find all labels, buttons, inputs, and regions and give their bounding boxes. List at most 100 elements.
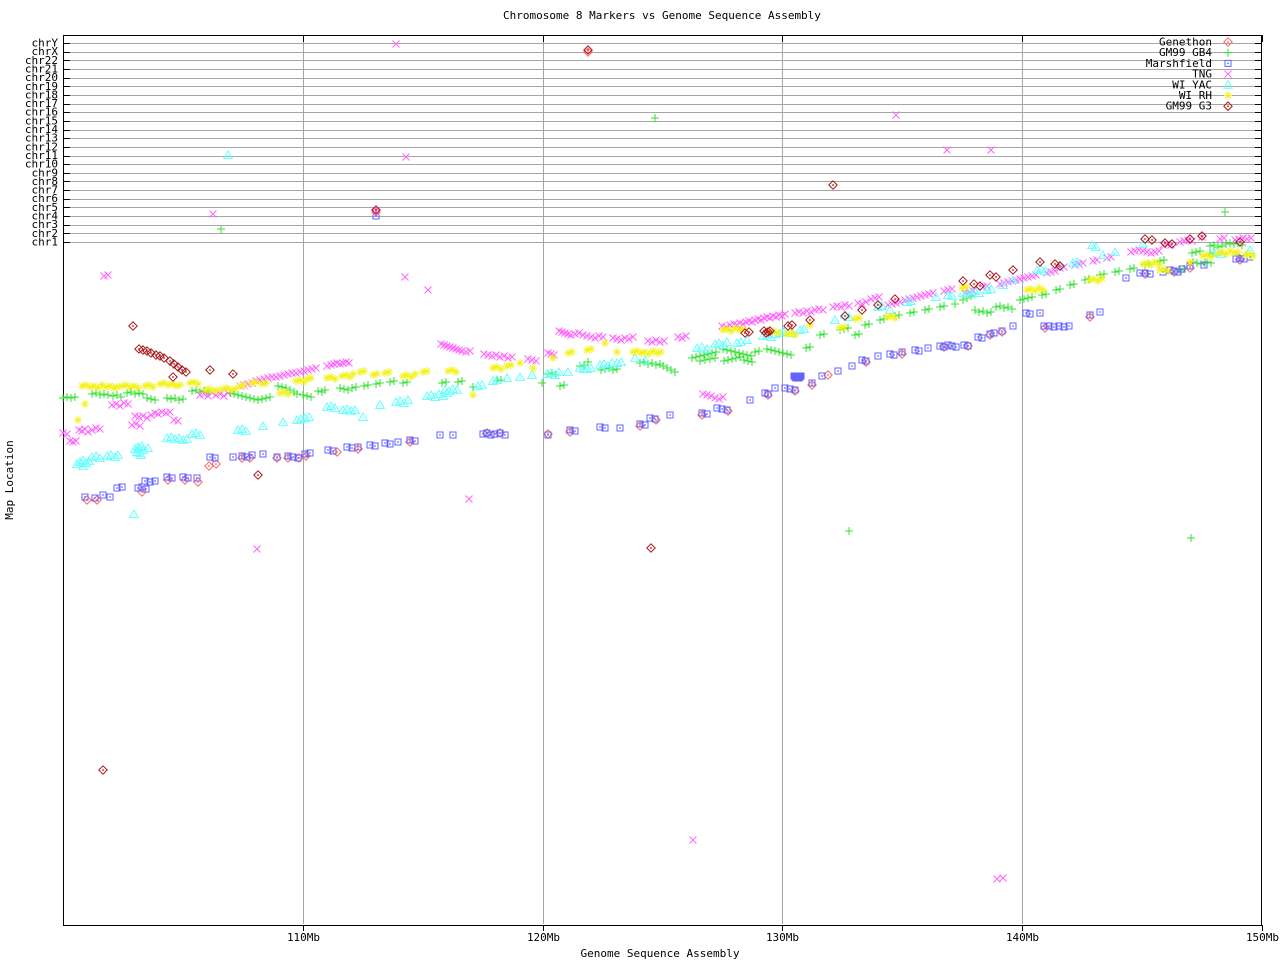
gm99_g3-point (159, 353, 169, 363)
gm99_gb4-point (253, 395, 263, 405)
wi_rh-point (372, 369, 382, 379)
legend-marker-genethon (1223, 37, 1233, 47)
gm99_gb4-point (924, 304, 934, 314)
gm99_gb4-point (754, 346, 764, 356)
legend-label-genethon: Genethon (1159, 36, 1212, 49)
series-marshfield (81, 212, 1254, 502)
gm99_gb4-point (170, 393, 180, 403)
marshfield-point (666, 411, 674, 419)
wi_rh-point (656, 347, 666, 357)
wi_rh-point (586, 344, 596, 354)
gm99_gb4-point (662, 363, 672, 373)
gm99_g3-point (646, 543, 656, 553)
gm99_gb4-point (191, 385, 201, 395)
y-tick-label: chr14 (25, 123, 58, 136)
y-tick-label: chr2 (32, 227, 59, 240)
legend-item-gm99_g3: GM99 G3 (1166, 100, 1233, 113)
wi_rh-point (73, 415, 83, 425)
wi_yac-point (722, 337, 732, 346)
gm99_gb4-point (815, 330, 825, 340)
wi_rh-point (175, 380, 185, 390)
gm99_gb4-point (1187, 248, 1197, 258)
gm99_gb4-point (1019, 294, 1029, 304)
y-tick-label: chr8 (32, 175, 59, 188)
gm99_gb4-point (245, 393, 255, 403)
legend-label-gm99_g3: GM99 G3 (1166, 100, 1212, 113)
gm99_gb4-point (241, 392, 251, 402)
series-gm99_g3 (98, 45, 1245, 775)
wi_yac-point (563, 367, 573, 376)
wi_rh-point (515, 358, 525, 368)
wi_rh-point (790, 330, 800, 340)
wi_yac-point (630, 353, 640, 362)
gm99_gb4-point (347, 383, 357, 393)
marshfield-point (449, 431, 457, 439)
wi_yac-point (358, 412, 368, 421)
gm99_gb4-point (371, 379, 381, 389)
wi_rh-point (854, 313, 864, 323)
wi_rh-point (805, 320, 815, 330)
legend-label-wi_rh: WI RH (1179, 89, 1212, 102)
gm99_gb4-point (854, 329, 864, 339)
marshfield-point (1036, 309, 1044, 317)
legend-item-marshfield: Marshfield (1146, 57, 1232, 70)
marshfield-point (81, 493, 89, 501)
gm99_gb4-point (1125, 264, 1135, 274)
gm99_gb4-point (261, 393, 271, 403)
gm99_g3-point (168, 372, 178, 382)
marshfield-point (1096, 308, 1104, 316)
gm99_gb4-point (650, 113, 660, 123)
gm99_gb4-point (978, 306, 988, 316)
y-tick-label: chr21 (25, 63, 58, 76)
gm99_gb4-point (844, 526, 854, 536)
wi_rh-point (600, 338, 610, 348)
gm99_gb4-point (273, 381, 283, 391)
y-tick-label: chr3 (32, 218, 59, 231)
chart-title: Chromosome 8 Markers vs Genome Sequence … (503, 9, 821, 22)
series-gm99_gb4 (58, 113, 1247, 543)
plot-border (63, 35, 1262, 926)
wi_rh-point (348, 369, 358, 379)
marshfield-point (746, 396, 754, 404)
wi_rh-point (410, 369, 420, 379)
legend-label-marshfield: Marshfield (1146, 57, 1212, 70)
y-tick-label: chr22 (25, 54, 58, 67)
grid-layer (64, 36, 1261, 924)
genethon-point (1040, 323, 1050, 333)
gm99_gb4-point (1051, 285, 1061, 295)
axis-tick-labels: chrYchrXchr22chr21chr20chr19chr18chr17ch… (25, 37, 1279, 945)
legend-label-gm99_gb4: GM99 GB4 (1159, 46, 1212, 59)
gm99_gb4-point (726, 346, 736, 356)
wi_rh-point (283, 389, 293, 399)
gm99_gb4-point (905, 308, 915, 318)
gm99_g3-point (228, 369, 238, 379)
gm99_g3-point (205, 365, 215, 375)
gm99_gb4-point (770, 346, 780, 356)
gm99_gb4-point (457, 376, 467, 386)
gm99_gb4-point (750, 347, 760, 357)
wi_yac-point (129, 509, 139, 518)
gm99_gb4-point (385, 377, 395, 387)
y-tick-label: chr17 (25, 97, 58, 110)
tng-point (424, 286, 432, 294)
gm99_gb4-point (559, 380, 569, 390)
gm99_gb4-point (351, 382, 361, 392)
marshfield-point (848, 362, 856, 370)
x-tick-label: 150Mb (1246, 931, 1279, 944)
legend-item-gm99_gb4: GM99 GB4 (1159, 46, 1233, 59)
gm99_g3-point (181, 367, 191, 377)
y-tick-label: chr18 (25, 88, 58, 101)
gm99_g3-point (1035, 257, 1045, 267)
gm99_gb4-point (762, 344, 772, 354)
gm99_gb4-point (453, 377, 463, 387)
wi_rh-point (261, 378, 271, 388)
gm99_gb4-point (537, 378, 547, 388)
gm99_gb4-point (864, 319, 874, 329)
gm99_gb4-point (730, 347, 740, 357)
gm99_gb4-point (860, 320, 870, 330)
wi_rh-point (451, 367, 461, 377)
gm99_gb4-point (1186, 533, 1196, 543)
series-genethon (82, 47, 1245, 505)
x-tick-label: 130Mb (766, 931, 799, 944)
wi_rh-point (422, 366, 432, 376)
